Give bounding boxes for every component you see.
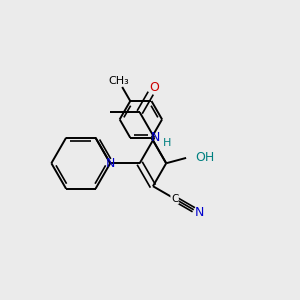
Text: C: C <box>171 194 178 204</box>
Text: H: H <box>163 138 171 148</box>
Text: CH₃: CH₃ <box>108 76 129 85</box>
Text: O: O <box>149 81 159 94</box>
Text: N: N <box>195 206 204 220</box>
Text: OH: OH <box>195 152 214 164</box>
Text: N: N <box>106 157 115 170</box>
Text: N: N <box>151 131 160 144</box>
